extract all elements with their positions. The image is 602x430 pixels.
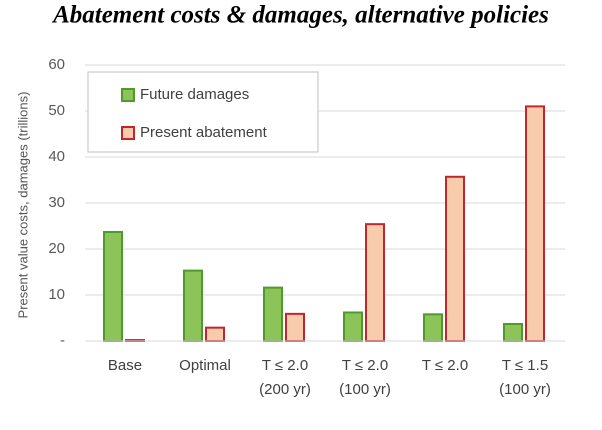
y-tick-label: 30 xyxy=(48,194,65,211)
y-tick-label: 10 xyxy=(48,286,65,303)
bar xyxy=(103,230,123,342)
legend-label: Present abatement xyxy=(140,124,268,141)
x-tick-label: Optimal xyxy=(179,357,231,374)
bar xyxy=(183,269,203,342)
legend-box xyxy=(87,71,319,153)
x-tick-label: (100 yr) xyxy=(499,381,551,398)
legend-swatch xyxy=(121,88,135,102)
x-tick-label: T ≤ 2.0 xyxy=(342,357,388,374)
legend-swatch xyxy=(121,126,135,140)
x-tick-label: T ≤ 2.0 xyxy=(422,357,468,374)
y-tick-label: - xyxy=(60,332,65,349)
x-tick-label: T ≤ 2.0 xyxy=(262,357,308,374)
bar xyxy=(285,312,305,342)
x-tick-label: (200 yr) xyxy=(259,381,311,398)
bar xyxy=(503,322,523,343)
bar xyxy=(525,105,545,343)
chart-title: Abatement costs & damages, alternative p… xyxy=(51,2,549,29)
legend-label: Future damages xyxy=(140,86,249,103)
y-tick-label: 50 xyxy=(48,102,65,119)
y-tick-label: 60 xyxy=(48,56,65,73)
bar xyxy=(365,223,385,342)
y-tick-label: 20 xyxy=(48,240,65,257)
bar xyxy=(445,175,465,342)
y-axis-label: Present value costs, damages (trillions) xyxy=(15,92,30,319)
bar xyxy=(343,311,363,343)
bar xyxy=(205,326,225,343)
x-tick-label: (100 yr) xyxy=(339,381,391,398)
x-tick-label: T ≤ 1.5 xyxy=(502,357,548,374)
y-tick-label: 40 xyxy=(48,148,65,165)
x-tick-label: Base xyxy=(108,357,142,374)
bar xyxy=(263,286,283,343)
bar xyxy=(423,313,443,343)
